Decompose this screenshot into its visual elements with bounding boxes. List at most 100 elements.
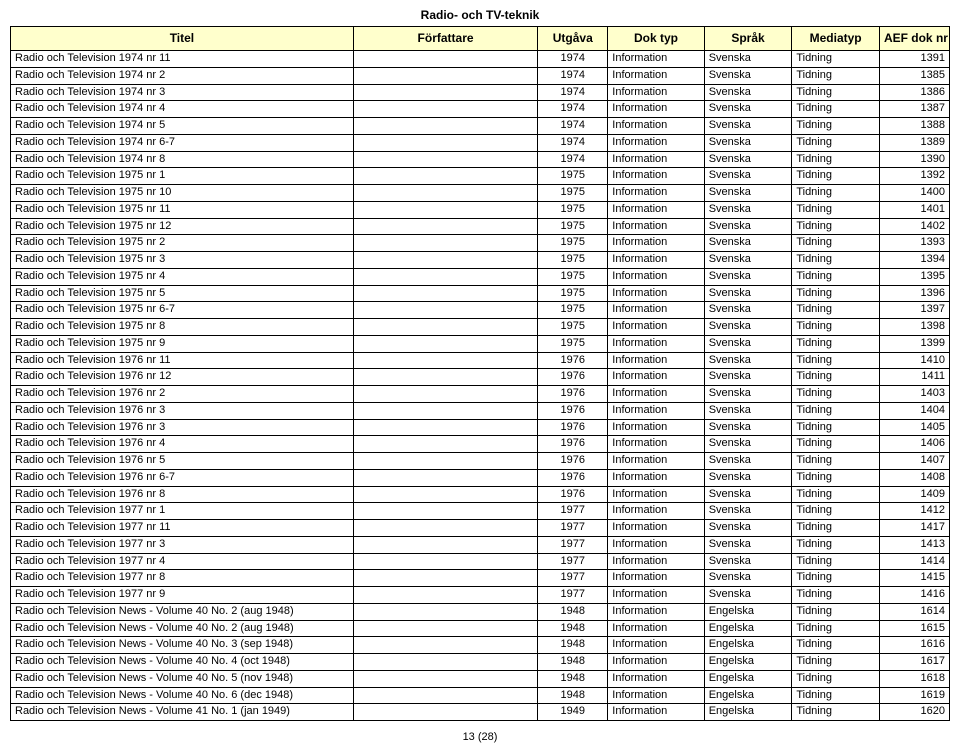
cell-author: [353, 352, 537, 369]
cell-author: [353, 168, 537, 185]
table-row: Radio och Television 1976 nr 41976Inform…: [11, 436, 950, 453]
cell-author: [353, 486, 537, 503]
cell-author: [353, 469, 537, 486]
table-row: Radio och Television 1975 nr 121975Infor…: [11, 218, 950, 235]
cell-lang: Engelska: [704, 704, 792, 721]
cell-author: [353, 319, 537, 336]
table-row: Radio och Television 1974 nr 6-71974Info…: [11, 134, 950, 151]
header-media: Mediatyp: [792, 27, 880, 51]
cell-doctype: Information: [608, 118, 704, 135]
cell-doctype: Information: [608, 319, 704, 336]
cell-doctype: Information: [608, 67, 704, 84]
cell-lang: Engelska: [704, 670, 792, 687]
cell-media: Tidning: [792, 185, 880, 202]
cell-doctype: Information: [608, 536, 704, 553]
cell-lang: Svenska: [704, 67, 792, 84]
cell-title: Radio och Television 1975 nr 12: [11, 218, 354, 235]
cell-author: [353, 620, 537, 637]
cell-author: [353, 118, 537, 135]
cell-media: Tidning: [792, 637, 880, 654]
cell-lang: Svenska: [704, 402, 792, 419]
cell-doctype: Information: [608, 268, 704, 285]
cell-media: Tidning: [792, 704, 880, 721]
table-row: Radio och Television 1975 nr 6-71975Info…: [11, 302, 950, 319]
cell-title: Radio och Television 1977 nr 8: [11, 570, 354, 587]
cell-edition: 1948: [538, 637, 608, 654]
cell-lang: Svenska: [704, 285, 792, 302]
table-row: Radio och Television 1977 nr 3 1977Inform…: [11, 536, 950, 553]
cell-title: Radio och Television 1974 nr 2: [11, 67, 354, 84]
cell-author: [353, 201, 537, 218]
cell-lang: Svenska: [704, 419, 792, 436]
cell-doctype: Information: [608, 520, 704, 537]
cell-doknr: 1387: [879, 101, 949, 118]
cell-edition: 1977: [538, 503, 608, 520]
cell-doctype: Information: [608, 84, 704, 101]
cell-doknr: 1618: [879, 670, 949, 687]
header-title: Titel: [11, 27, 354, 51]
cell-author: [353, 704, 537, 721]
cell-edition: 1948: [538, 620, 608, 637]
cell-media: Tidning: [792, 319, 880, 336]
cell-doknr: 1416: [879, 587, 949, 604]
cell-lang: Svenska: [704, 436, 792, 453]
table-row: Radio och Television 1976 nr 81976Inform…: [11, 486, 950, 503]
cell-doctype: Information: [608, 687, 704, 704]
cell-title: Radio och Television 1975 nr 3: [11, 252, 354, 269]
cell-media: Tidning: [792, 687, 880, 704]
cell-doknr: 1616: [879, 637, 949, 654]
cell-doctype: Information: [608, 335, 704, 352]
table-row: Radio och Television 1974 nr 81974Inform…: [11, 151, 950, 168]
cell-doknr: 1393: [879, 235, 949, 252]
cell-doknr: 1620: [879, 704, 949, 721]
cell-title: Radio och Television 1977 nr 3: [11, 536, 354, 553]
cell-title: Radio och Television 1976 nr 5: [11, 453, 354, 470]
cell-media: Tidning: [792, 654, 880, 671]
cell-edition: 1975: [538, 319, 608, 336]
table-row: Radio och Television 1976 nr 111976Infor…: [11, 352, 950, 369]
cell-lang: Engelska: [704, 637, 792, 654]
cell-title: Radio och Television 1976 nr 12: [11, 369, 354, 386]
cell-author: [353, 134, 537, 151]
cell-lang: Engelska: [704, 654, 792, 671]
cell-title: Radio och Television News - Volume 40 No…: [11, 603, 354, 620]
cell-lang: Svenska: [704, 352, 792, 369]
header-row: Titel Författare Utgåva Dok typ Språk Me…: [11, 27, 950, 51]
cell-title: Radio och Television 1974 nr 5: [11, 118, 354, 135]
cell-title: Radio och Television 1974 nr 8: [11, 151, 354, 168]
cell-doknr: 1402: [879, 218, 949, 235]
cell-media: Tidning: [792, 118, 880, 135]
cell-lang: Svenska: [704, 386, 792, 403]
cell-doctype: Information: [608, 704, 704, 721]
cell-media: Tidning: [792, 235, 880, 252]
table-row: Radio och Television 1975 nr 91975Inform…: [11, 335, 950, 352]
table-row: Radio och Television News - Volume 40 No…: [11, 637, 950, 654]
table-row: Radio och Television 1975 nr 101975Infor…: [11, 185, 950, 202]
cell-title: Radio och Television 1977 nr 11: [11, 520, 354, 537]
cell-title: Radio och Television News - Volume 40 No…: [11, 637, 354, 654]
cell-doctype: Information: [608, 637, 704, 654]
cell-edition: 1975: [538, 218, 608, 235]
cell-title: Radio och Television News - Volume 40 No…: [11, 687, 354, 704]
cell-author: [353, 268, 537, 285]
table-body: Radio och Television 1974 nr 111974Infor…: [11, 51, 950, 721]
cell-doknr: 1417: [879, 520, 949, 537]
cell-media: Tidning: [792, 201, 880, 218]
cell-author: [353, 51, 537, 68]
cell-title: Radio och Television 1976 nr 4: [11, 436, 354, 453]
cell-edition: 1977: [538, 536, 608, 553]
cell-doctype: Information: [608, 402, 704, 419]
cell-doknr: 1615: [879, 620, 949, 637]
cell-author: [353, 520, 537, 537]
table-row: Radio och Television 1975 nr 41975Inform…: [11, 268, 950, 285]
cell-lang: Engelska: [704, 687, 792, 704]
cell-title: Radio och Television 1975 nr 1: [11, 168, 354, 185]
cell-media: Tidning: [792, 386, 880, 403]
cell-doknr: 1391: [879, 51, 949, 68]
cell-author: [353, 637, 537, 654]
cell-edition: 1974: [538, 101, 608, 118]
table-row: Radio och Television 1974 nr 111974Infor…: [11, 51, 950, 68]
cell-doctype: Information: [608, 620, 704, 637]
cell-author: [353, 503, 537, 520]
cell-doctype: Information: [608, 587, 704, 604]
